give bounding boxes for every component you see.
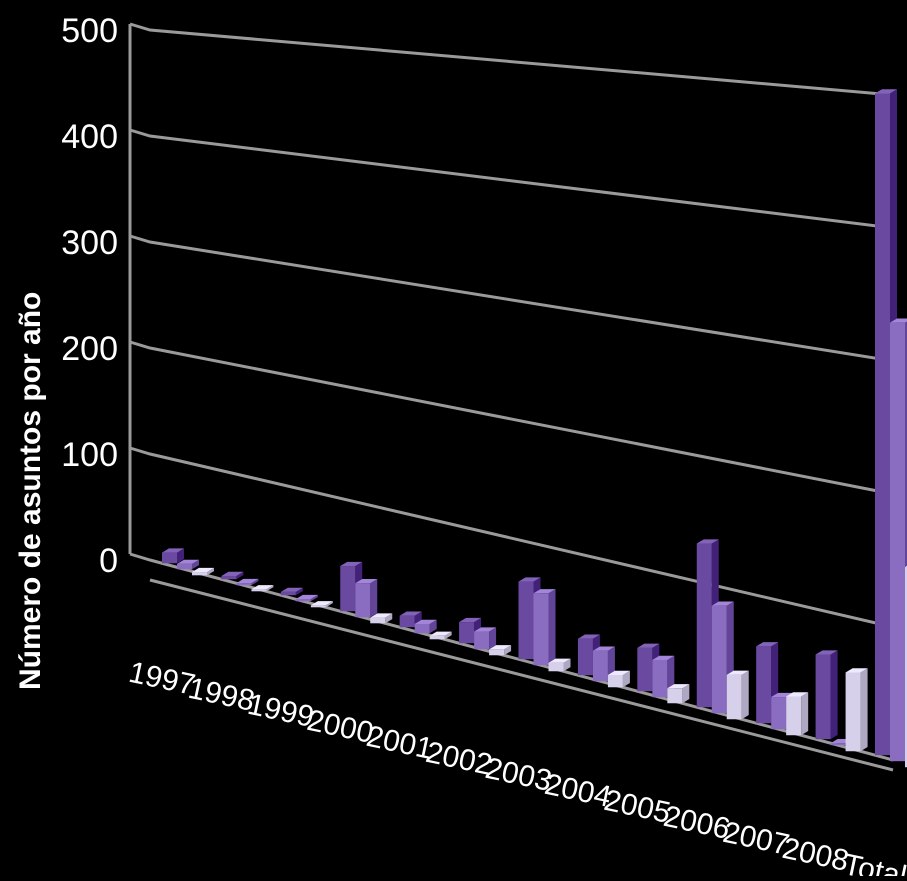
bar (786, 692, 809, 736)
bar (355, 579, 378, 618)
bar (370, 613, 393, 624)
bar (607, 670, 630, 688)
bar (162, 548, 184, 564)
bar (236, 578, 259, 586)
gridline (129, 552, 894, 762)
gridline (129, 22, 894, 97)
bar (489, 645, 512, 656)
gridline (129, 340, 894, 496)
gridline (129, 446, 894, 629)
y-axis-label: Número de asuntos por año (14, 292, 47, 690)
bar (280, 587, 303, 596)
bar (474, 627, 497, 650)
x-tick-label: 2008 (779, 832, 851, 876)
x-tick-label: Total (841, 848, 907, 876)
y-tick-label: 200 (61, 330, 118, 368)
y-tick-label: 100 (61, 436, 118, 474)
bar (845, 668, 868, 752)
gridlines (128, 22, 894, 772)
bar (429, 631, 452, 640)
y-tick-labels: 0 100 200 300 400 500 (61, 12, 118, 580)
bar (192, 567, 214, 576)
floor-edge (149, 578, 894, 772)
bar (251, 585, 274, 592)
bar (295, 594, 318, 602)
y-tick-label: 0 (99, 542, 118, 580)
bar (890, 318, 907, 762)
gridline (129, 128, 894, 230)
bar (310, 601, 333, 608)
bar (548, 658, 571, 672)
bar (177, 559, 199, 570)
bar (726, 670, 749, 720)
y-axis-label-wrap: Número de asuntos por año (14, 292, 47, 690)
gridline (129, 234, 894, 363)
bar (533, 589, 556, 666)
bar (667, 684, 690, 704)
y-tick-label: 500 (61, 12, 118, 50)
y-tick-label: 300 (61, 224, 118, 262)
bars (162, 89, 907, 768)
bar (592, 646, 615, 682)
y-tick-label: 400 (61, 118, 118, 156)
bar (815, 650, 838, 740)
bar (414, 619, 437, 634)
x-tick-labels: 1997199819992000200120022003200420052006… (126, 656, 907, 881)
bar (221, 571, 244, 580)
